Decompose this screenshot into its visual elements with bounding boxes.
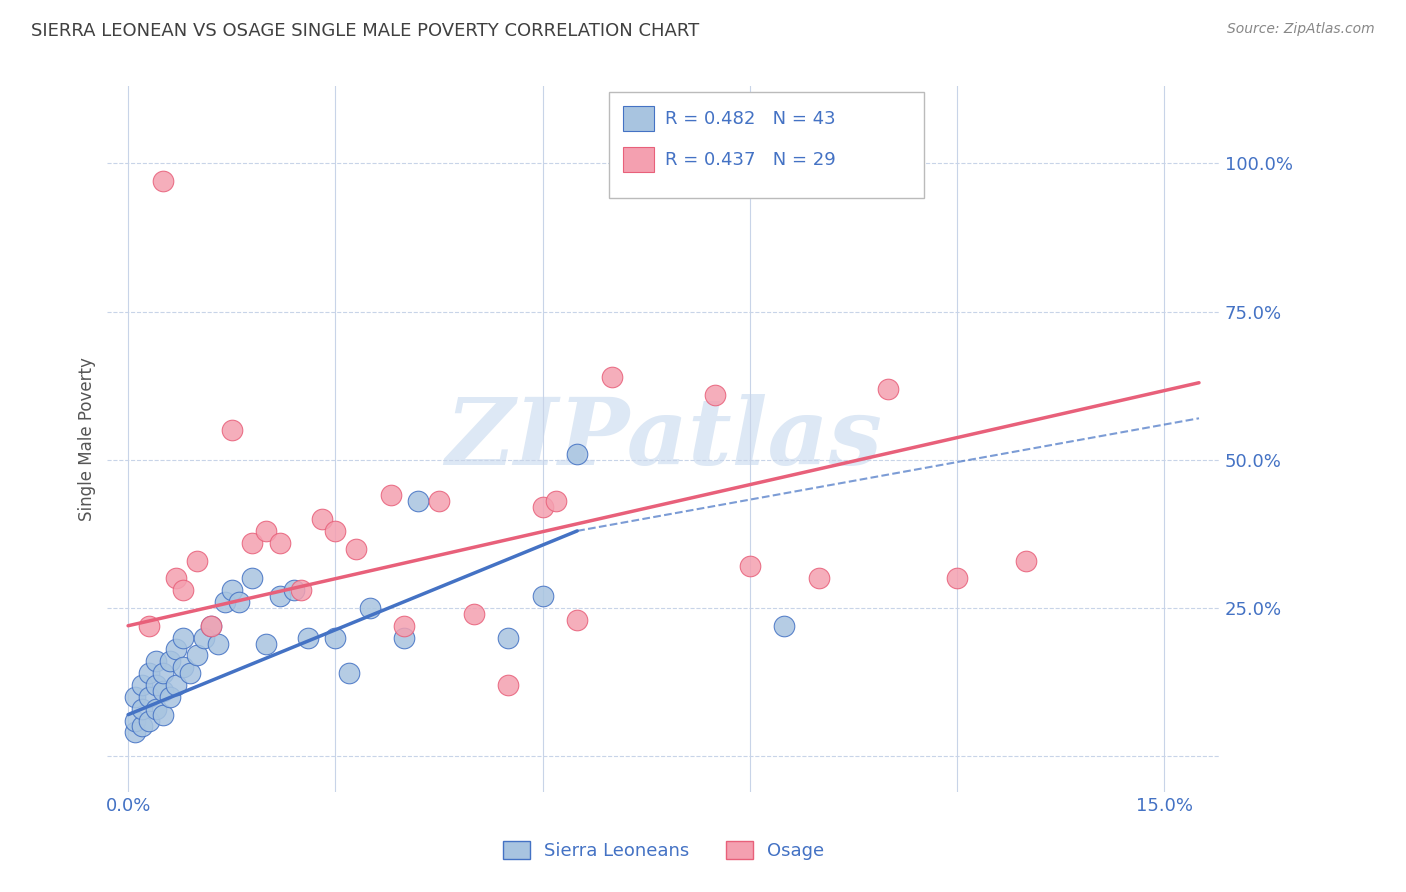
Point	[124, 690, 146, 704]
Point	[124, 725, 146, 739]
Point	[172, 631, 194, 645]
Point	[193, 631, 215, 645]
Point	[138, 714, 160, 728]
Point	[531, 589, 554, 603]
Point	[496, 678, 519, 692]
Point	[297, 631, 319, 645]
Point	[214, 595, 236, 609]
Point	[131, 678, 153, 692]
Point	[145, 654, 167, 668]
Point	[221, 583, 243, 598]
Point	[269, 589, 291, 603]
Point	[738, 559, 761, 574]
Point	[242, 535, 264, 549]
Point	[463, 607, 485, 621]
Point	[186, 648, 208, 663]
Point	[773, 618, 796, 632]
Point	[221, 423, 243, 437]
Point	[269, 535, 291, 549]
Point	[337, 666, 360, 681]
Point	[145, 702, 167, 716]
Point	[145, 678, 167, 692]
Point	[359, 601, 381, 615]
Point	[166, 678, 188, 692]
Text: R = 0.482   N = 43: R = 0.482 N = 43	[665, 110, 835, 128]
Point	[152, 174, 174, 188]
Point	[546, 494, 568, 508]
Point	[138, 618, 160, 632]
Point	[159, 654, 181, 668]
Point	[131, 702, 153, 716]
Point	[254, 636, 277, 650]
Point	[380, 488, 402, 502]
Point	[325, 631, 347, 645]
Point	[394, 618, 416, 632]
Point	[138, 666, 160, 681]
Text: SIERRA LEONEAN VS OSAGE SINGLE MALE POVERTY CORRELATION CHART: SIERRA LEONEAN VS OSAGE SINGLE MALE POVE…	[31, 22, 699, 40]
Point	[124, 714, 146, 728]
Point	[946, 571, 969, 585]
Point	[531, 500, 554, 515]
Point	[172, 583, 194, 598]
Point	[394, 631, 416, 645]
Point	[283, 583, 305, 598]
Point	[200, 618, 222, 632]
Point	[290, 583, 312, 598]
Text: Source: ZipAtlas.com: Source: ZipAtlas.com	[1227, 22, 1375, 37]
Point	[207, 636, 229, 650]
Point	[172, 660, 194, 674]
Y-axis label: Single Male Poverty: Single Male Poverty	[79, 357, 96, 521]
Point	[496, 631, 519, 645]
Point	[152, 666, 174, 681]
Point	[152, 707, 174, 722]
Text: ZIPatlas: ZIPatlas	[446, 394, 882, 484]
Point	[406, 494, 429, 508]
Text: R = 0.437   N = 29: R = 0.437 N = 29	[665, 151, 835, 169]
Point	[242, 571, 264, 585]
Point	[344, 541, 367, 556]
Point	[567, 613, 589, 627]
Point	[138, 690, 160, 704]
Point	[186, 553, 208, 567]
Point	[200, 618, 222, 632]
Point	[228, 595, 250, 609]
Point	[704, 387, 727, 401]
Point	[808, 571, 831, 585]
Point	[152, 684, 174, 698]
Point	[311, 512, 333, 526]
Point	[567, 447, 589, 461]
Point	[600, 369, 623, 384]
Point	[427, 494, 450, 508]
Point	[166, 571, 188, 585]
Legend: Sierra Leoneans, Osage: Sierra Leoneans, Osage	[495, 833, 831, 867]
Point	[877, 382, 900, 396]
Point	[179, 666, 201, 681]
Point	[254, 524, 277, 538]
Point	[131, 719, 153, 733]
Point	[166, 642, 188, 657]
Point	[325, 524, 347, 538]
Point	[159, 690, 181, 704]
Point	[1015, 553, 1038, 567]
